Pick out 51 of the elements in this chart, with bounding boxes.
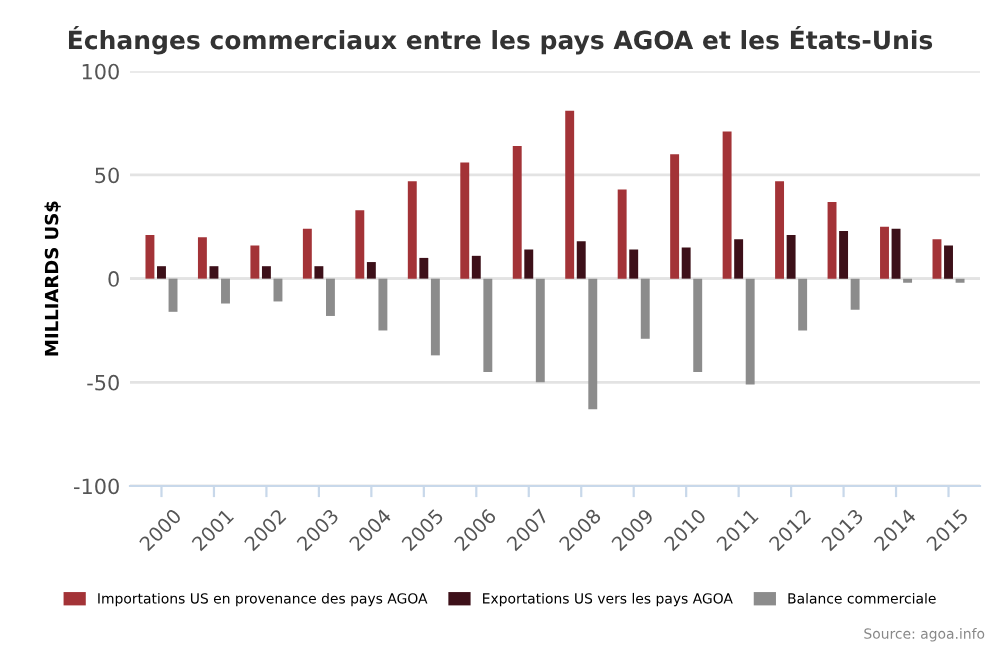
bar: [827, 201, 837, 279]
bar: [325, 278, 335, 316]
bar: [640, 278, 650, 339]
bar: [460, 162, 470, 279]
bar: [565, 110, 575, 279]
bar: [775, 181, 785, 279]
bar: [157, 266, 166, 279]
y-tick-label: -50: [87, 374, 119, 391]
bar: [250, 245, 260, 279]
bar: [419, 257, 429, 279]
bar: [629, 249, 639, 279]
bar: [576, 241, 586, 279]
bar: [745, 278, 755, 385]
bar: [681, 247, 691, 279]
bar: [407, 181, 417, 279]
bar: [535, 278, 545, 383]
y-tick-label: -100: [74, 478, 119, 495]
bar: [798, 278, 808, 331]
chart-title: Échanges commerciaux entre les pays AGOA et les États-Unis: [68, 25, 933, 55]
bar: [932, 239, 942, 279]
bar: [197, 237, 207, 279]
bar: [722, 131, 732, 279]
bar: [209, 266, 219, 279]
bar: [471, 255, 481, 279]
bar: [891, 228, 901, 279]
bar: [786, 235, 796, 279]
bar: [617, 189, 627, 279]
bar: [145, 235, 155, 279]
bar: [483, 278, 493, 372]
y-tick-label: 100: [82, 63, 119, 80]
bar: [355, 210, 365, 279]
bar: [880, 226, 889, 279]
bar: [221, 278, 230, 304]
bar: [302, 228, 312, 279]
bar: [430, 278, 440, 356]
bar: [588, 278, 598, 410]
bar: [839, 230, 849, 279]
y-axis-title: MILLIARDS US$: [44, 201, 61, 356]
bar: [524, 249, 534, 279]
bar: [734, 239, 744, 279]
bar: [378, 278, 388, 331]
bar: [314, 266, 324, 279]
bar: [693, 278, 703, 372]
y-tick-label: 50: [95, 167, 119, 184]
bar: [366, 262, 376, 279]
bar: [670, 154, 680, 279]
bar: [261, 266, 271, 279]
bar: [850, 278, 860, 310]
bar: [512, 145, 522, 279]
bar: [944, 245, 953, 279]
y-tick-label: 0: [108, 271, 119, 287]
